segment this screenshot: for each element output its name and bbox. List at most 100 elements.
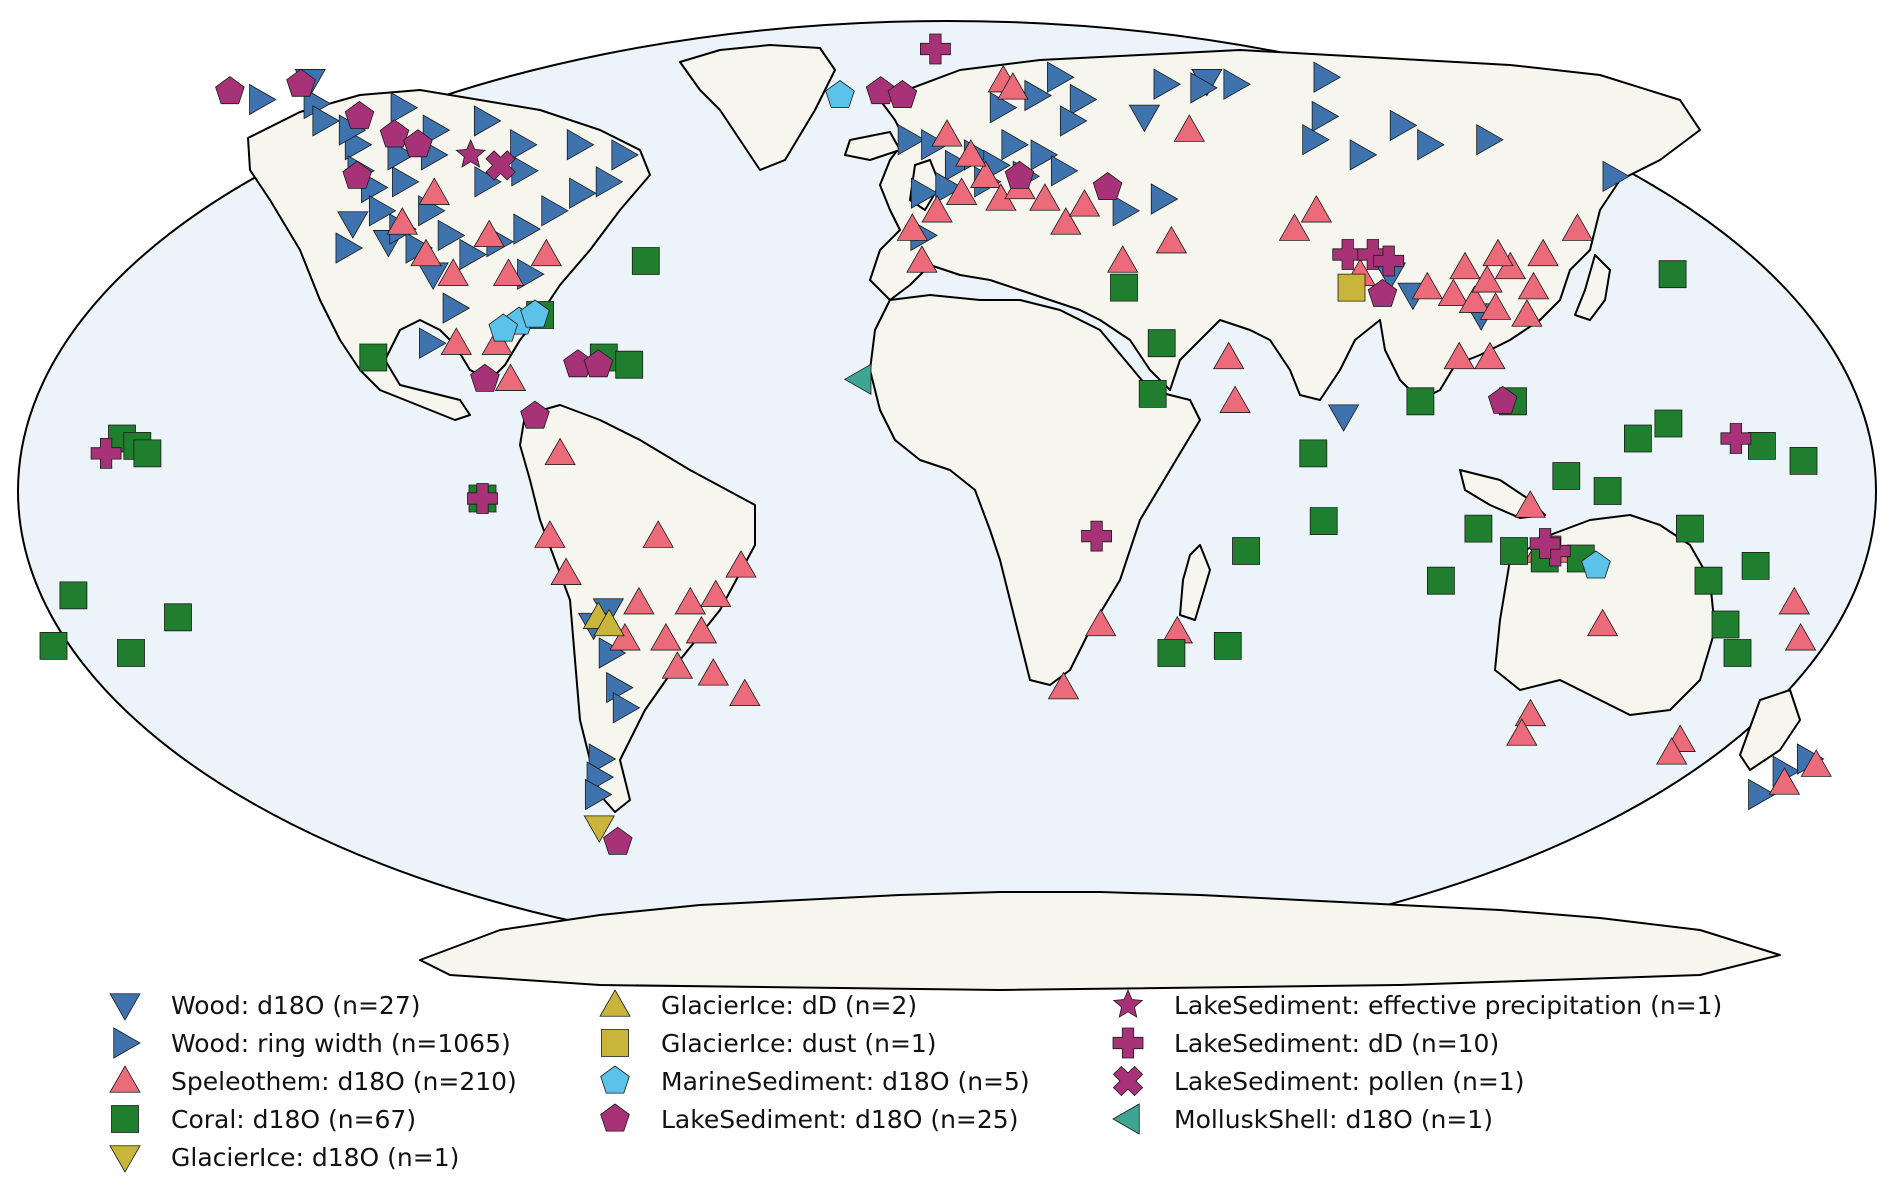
site-marker-triangle-right [422, 114, 451, 146]
site-marker-triangle-up [386, 207, 418, 235]
site-marker-triangle-right [459, 238, 487, 271]
site-marker-triangle-right [910, 177, 939, 209]
site-marker-square [1711, 610, 1740, 639]
site-marker-triangle-up [1300, 194, 1333, 223]
site-marker-triangle-up [440, 327, 472, 355]
site-marker-pentagon [379, 119, 410, 148]
site-marker-triangle-up [1527, 238, 1559, 267]
site-marker-triangle-up [1517, 271, 1550, 300]
site-marker-triangle-right [1302, 124, 1330, 156]
site-marker-square [1748, 431, 1776, 460]
site-marker-square [1213, 632, 1242, 660]
site-marker-triangle-up [530, 238, 562, 267]
site-marker-triangle-up [1047, 671, 1080, 700]
site-marker-square [1624, 424, 1652, 453]
site-marker-square [59, 581, 88, 610]
site-marker-triangle-up [1219, 385, 1251, 413]
site-marker-triangle-right [419, 327, 447, 359]
site-marker-triangle-right [935, 171, 963, 204]
site-marker-plus [1373, 245, 1405, 277]
site-marker-plus [90, 437, 122, 469]
site-marker-triangle-right [584, 778, 613, 811]
site-marker-triangle-up [650, 622, 682, 651]
site-marker-triangle-right [1417, 129, 1445, 161]
site-marker-triangle-up [410, 238, 442, 267]
site-marker-triangle-up [642, 520, 674, 548]
site-marker-triangle-right [1059, 105, 1088, 137]
land-iceland [844, 131, 901, 161]
site-marker-pentagon [865, 76, 896, 105]
land-africa [869, 294, 1201, 686]
site-marker-triangle-up [906, 245, 938, 273]
land-new-zealand [1739, 689, 1801, 771]
site-marker-triangle-up [1173, 114, 1205, 142]
site-marker-pentagon [583, 349, 614, 378]
site-marker-triangle-down [1128, 104, 1161, 133]
site-marker-triangle-up [623, 586, 655, 615]
land-madagascar [1179, 544, 1211, 621]
site-marker-triangle-right [611, 139, 639, 171]
site-marker-pentagon [286, 68, 316, 97]
site-marker-triangle-right [390, 92, 419, 124]
site-marker-pentagon [215, 76, 245, 105]
site-marker-triangle-up [1068, 189, 1101, 217]
site-marker-square [359, 343, 388, 372]
site-marker-triangle-up [661, 651, 694, 679]
site-marker-triangle-right [1223, 68, 1251, 100]
site-marker-triangle-right [1602, 160, 1631, 192]
site-marker-triangle-right [510, 129, 538, 161]
site-marker-triangle-right [569, 177, 597, 209]
site-marker-triangle-up [1411, 271, 1443, 300]
site-marker-pentagon [520, 400, 550, 429]
site-marker-triangle-up [945, 177, 978, 205]
site-marker-triangle-up [1561, 213, 1594, 241]
site-marker-triangle-right [1153, 68, 1182, 100]
site-marker-square [1676, 514, 1704, 543]
site-marker-triangle-up [1278, 213, 1311, 241]
site-marker-triangle-up [1458, 285, 1491, 313]
site-marker-triangle-right [1190, 72, 1218, 104]
site-marker-triangle-right [588, 743, 617, 775]
site-marker-triangle-right [513, 213, 541, 245]
site-marker-pentagon [825, 80, 855, 108]
land-antarctica [419, 891, 1781, 991]
site-marker-triangle-right [368, 195, 397, 227]
site-marker-square [1337, 273, 1366, 302]
site-marker-triangle-down [583, 815, 615, 843]
site-marker-square [1658, 260, 1687, 289]
site-marker-triangle-up [494, 363, 527, 391]
site-marker-triangle-right [1001, 129, 1029, 161]
site-marker-triangle-up [970, 160, 1002, 188]
site-marker-plus [1357, 239, 1389, 270]
site-marker-triangle-up [1029, 183, 1061, 211]
site-marker-triangle-up [1778, 586, 1810, 615]
site-marker-plus [920, 33, 951, 65]
site-marker-pentagon [1487, 385, 1518, 414]
site-marker-square [1694, 566, 1723, 595]
site-marker-triangle-up [997, 72, 1029, 100]
site-marker-triangle-up [1449, 251, 1481, 280]
site-marker-triangle-right [1047, 61, 1075, 93]
site-marker-triangle-up [1514, 698, 1547, 727]
site-marker-triangle-up [1768, 767, 1801, 795]
proxy-site-markers [39, 33, 1832, 855]
site-marker-triangle-up [685, 615, 718, 644]
site-marker-triangle-right [566, 129, 595, 161]
site-marker-pentagon [344, 100, 375, 129]
site-marker-triangle-right [392, 166, 420, 198]
site-marker-triangle-up [1800, 749, 1832, 777]
site-marker-triangle-right [249, 83, 277, 116]
site-marker-square [1309, 507, 1338, 535]
site-marker-star [455, 138, 486, 168]
site-marker-pentagon [488, 313, 519, 342]
site-marker-triangle-right [1069, 83, 1098, 116]
site-marker-triangle-up [593, 608, 625, 637]
site-marker-square [1593, 477, 1622, 505]
site-marker-x [485, 150, 516, 181]
site-marker-triangle-right [437, 219, 466, 252]
site-marker-triangle-right [1748, 778, 1776, 811]
site-marker-triangle-up [1656, 737, 1688, 765]
site-marker-triangle-up [1443, 341, 1475, 370]
site-marker-plus [467, 483, 498, 514]
site-marker-square [1723, 639, 1752, 667]
